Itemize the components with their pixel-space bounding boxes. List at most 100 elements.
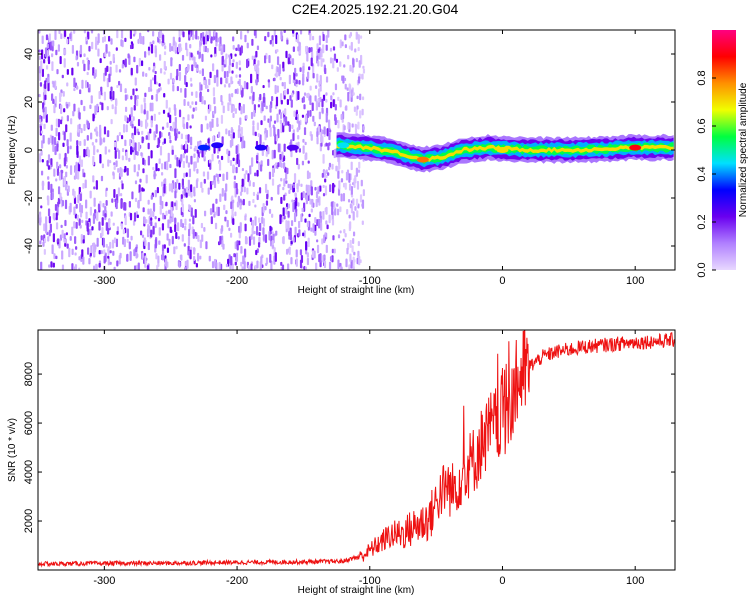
spectrogram-noise-cell xyxy=(203,79,206,85)
spectrogram-noise-cell xyxy=(361,73,364,80)
spectrogram-noise-cell xyxy=(45,113,48,123)
spectrogram-noise-cell xyxy=(178,182,181,190)
spectrogram-noise-cell xyxy=(84,80,88,89)
spectrogram-noise-cell xyxy=(96,149,99,153)
spectrogram-noise-cell xyxy=(344,83,347,90)
spectrogram-noise-cell xyxy=(345,258,348,268)
spectrogram-noise-cell xyxy=(277,143,280,153)
spectrogram-noise-cell xyxy=(234,53,237,57)
spectrogram-noise-cell xyxy=(103,249,106,255)
spectrogram-noise-cell xyxy=(41,180,45,191)
spectrogram-noise-cell xyxy=(142,71,145,77)
spectrogram-noise-cell xyxy=(158,83,161,87)
spectrogram-noise-cell xyxy=(112,250,115,256)
spectrogram-noise-cell xyxy=(296,113,299,124)
spectrogram-noise-cell xyxy=(174,154,177,160)
spectrogram-noise-cell xyxy=(124,139,127,147)
spectrogram-noise-cell xyxy=(113,266,116,270)
spectrogram-noise-cell xyxy=(194,106,198,111)
spectrogram-noise-cell xyxy=(106,106,109,111)
spectrogram-noise-cell xyxy=(46,160,49,167)
spectrogram-noise-cell xyxy=(335,58,339,63)
spectrogram-noise-cell xyxy=(83,53,86,57)
spectrogram-noise-cell xyxy=(66,103,69,109)
spectrogram-noise-cell xyxy=(99,136,102,146)
spectrogram-noise-cell xyxy=(284,89,287,96)
spectrogram-noise-cell xyxy=(357,121,360,130)
spectrogram-noise-cell xyxy=(60,33,63,40)
spectrogram-noise-cell xyxy=(42,112,46,119)
spectrogram-noise-cell xyxy=(86,71,89,76)
spectrogram-noise-cell xyxy=(52,40,55,47)
spectrogram-noise-cell xyxy=(121,183,124,190)
spectrogram-noise-cell xyxy=(90,132,93,140)
spectrogram-noise-cell xyxy=(105,243,108,248)
spectrogram-peak-spot xyxy=(254,144,267,151)
spectrogram-noise-cell xyxy=(238,67,242,71)
spectrogram-noise-cell xyxy=(42,134,45,144)
spectrogram-noise-cell xyxy=(176,86,179,92)
spectrogram-noise-cell xyxy=(129,251,132,262)
spectrogram-noise-cell xyxy=(88,257,91,265)
spectrogram-noise-cell xyxy=(86,222,89,232)
spectrogram-noise-cell xyxy=(73,206,76,216)
spectrogram-noise-cell xyxy=(184,87,187,98)
spectrogram-noise-cell xyxy=(233,253,236,258)
spectrogram-noise-cell xyxy=(204,45,208,53)
spectrogram-noise-cell xyxy=(71,67,74,76)
spectrogram-noise-cell xyxy=(292,46,295,53)
spectrogram-noise-cell xyxy=(47,208,51,217)
spectrogram-noise-cell xyxy=(217,131,221,138)
spectrogram-noise-cell xyxy=(275,135,278,142)
spectrogram-noise-cell xyxy=(350,89,353,98)
spectrogram-noise-cell xyxy=(208,31,211,39)
spectrogram-noise-cell xyxy=(216,37,219,43)
spectrogram-noise-cell xyxy=(355,198,359,206)
spectrogram-noise-cell xyxy=(115,200,118,210)
spectrogram-noise-cell xyxy=(188,168,192,178)
spectrogram-noise-cell xyxy=(192,229,195,239)
spectrogram-noise-cell xyxy=(332,99,335,107)
spectrogram-noise-cell xyxy=(356,105,359,110)
spectrogram-noise-cell xyxy=(105,44,108,54)
spectrogram-noise-cell xyxy=(332,46,336,51)
spectrogram-noise-cell xyxy=(213,74,216,84)
spectrogram-noise-cell xyxy=(153,170,156,180)
spectrogram-noise-cell xyxy=(133,164,136,173)
spectrogram-noise-cell xyxy=(291,58,295,66)
spectrogram-noise-cell xyxy=(69,235,72,241)
spectrogram-noise-cell xyxy=(60,104,63,114)
spectrogram-noise-cell xyxy=(265,105,268,110)
spectrogram-noise-cell xyxy=(285,206,288,215)
spectrogram-noise-cell xyxy=(116,135,119,142)
spectrogram-noise-cell xyxy=(356,180,360,190)
spectrogram-noise-cell xyxy=(253,230,256,235)
spectrogram-noise-cell xyxy=(343,125,346,131)
spectrogram-noise-cell xyxy=(47,236,50,242)
spectrogram-peak-spot xyxy=(416,156,429,163)
spectrogram-noise-cell xyxy=(174,49,177,54)
spectrogram-noise-cell xyxy=(168,183,172,192)
spectrogram-noise-cell xyxy=(83,123,86,132)
spectrogram-noise-cell xyxy=(58,92,62,103)
spectrogram-noise-cell xyxy=(225,183,228,192)
spectrogram-noise-cell xyxy=(101,36,105,43)
spectrogram-noise-cell xyxy=(147,225,150,234)
spectrogram-noise-cell xyxy=(129,212,133,221)
spectrogram-noise-cell xyxy=(356,95,359,100)
spectrogram-noise-cell xyxy=(342,192,346,202)
spectrogram-noise-cell xyxy=(157,168,160,172)
spectrogram-noise-cell xyxy=(314,95,317,102)
spectrogram-noise-cell xyxy=(53,137,57,146)
spectrogram-noise-cell xyxy=(214,222,218,230)
spectrogram-noise-cell xyxy=(287,183,290,189)
spectrogram-noise-cell xyxy=(204,34,208,45)
spectrogram-noise-cell xyxy=(240,31,243,40)
spectrogram-noise-cell xyxy=(181,203,184,213)
spectrogram-noise-cell xyxy=(50,124,53,131)
spectrogram-noise-cell xyxy=(134,197,138,203)
spectrogram-noise-cell xyxy=(61,264,65,270)
spectrogram-noise-cell xyxy=(279,112,283,120)
spectrogram-noise-cell xyxy=(257,242,261,248)
spectrogram-noise-cell xyxy=(244,223,247,232)
